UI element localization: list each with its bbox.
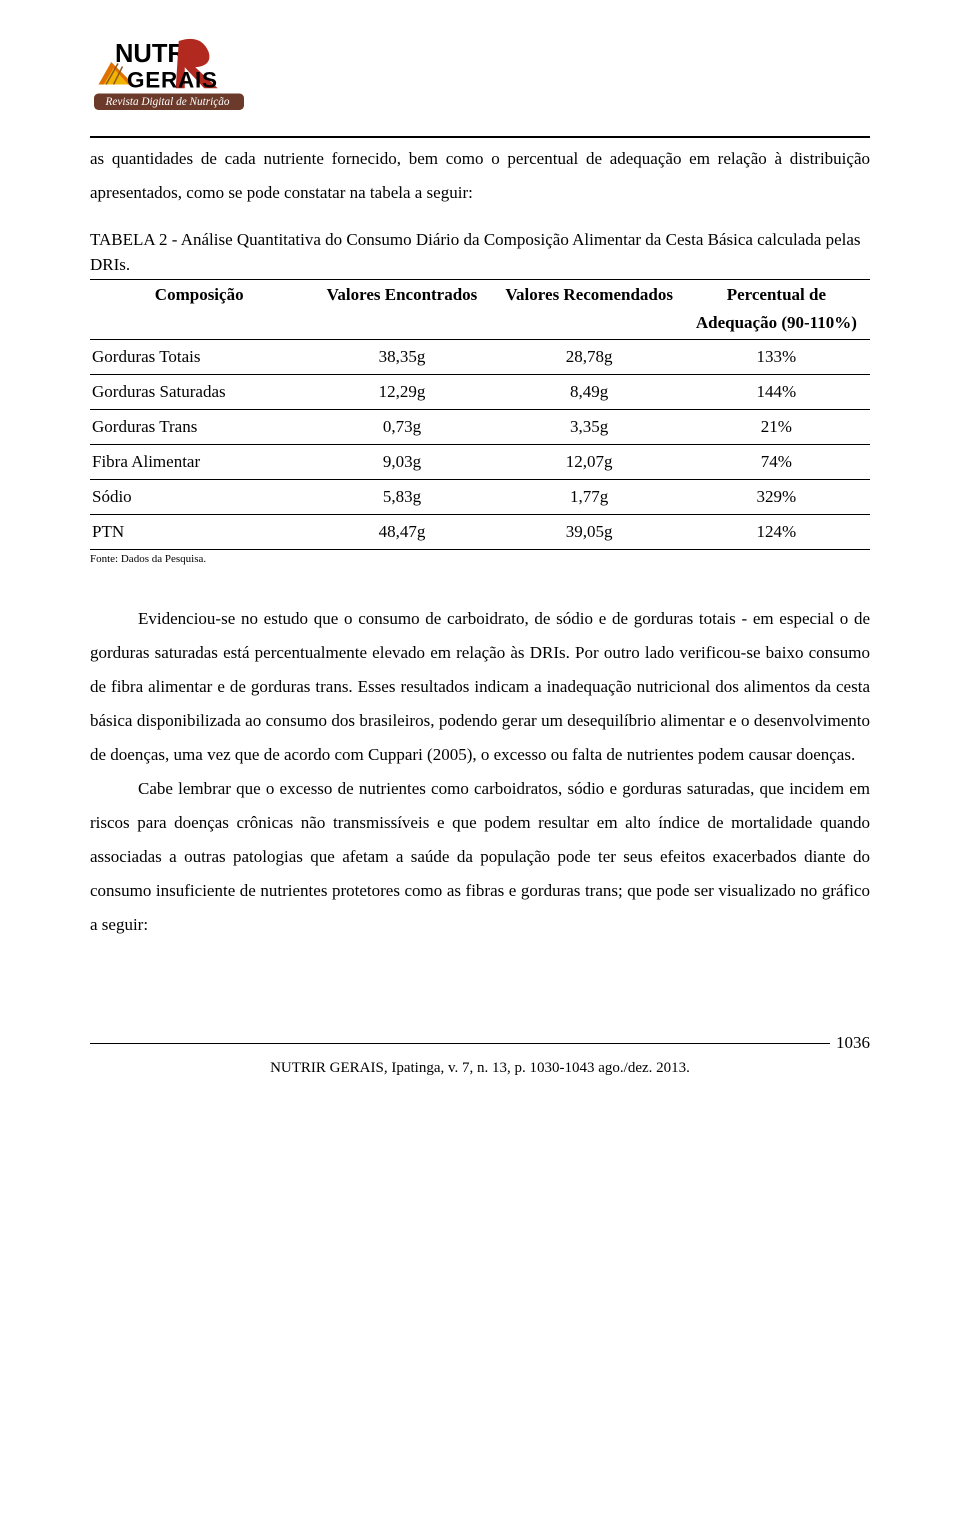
cell-label: Gorduras Totais	[90, 339, 308, 374]
cell-label: Fibra Alimentar	[90, 444, 308, 479]
table-row: Gorduras Saturadas 12,29g 8,49g 144%	[90, 374, 870, 409]
table-row: PTN 48,47g 39,05g 124%	[90, 515, 870, 550]
cell-found: 9,03g	[308, 444, 495, 479]
table-row: Gorduras Totais 38,35g 28,78g 133%	[90, 339, 870, 374]
table-row: Fibra Alimentar 9,03g 12,07g 74%	[90, 444, 870, 479]
table-source: Fonte: Dados da Pesquisa.	[90, 552, 870, 566]
cell-label: PTN	[90, 515, 308, 550]
divider-top	[90, 136, 870, 138]
cell-rec: 1,77g	[496, 479, 683, 514]
cell-pct: 133%	[683, 339, 870, 374]
svg-text:GERAIS: GERAIS	[127, 68, 218, 93]
cell-rec: 28,78g	[496, 339, 683, 374]
body-paragraph-2: Cabe lembrar que o excesso de nutrientes…	[90, 772, 870, 942]
cell-pct: 21%	[683, 409, 870, 444]
cell-label: Gorduras Saturadas	[90, 374, 308, 409]
cell-found: 12,29g	[308, 374, 495, 409]
table-header-row: Composição Valores Encontrados Valores R…	[90, 280, 870, 339]
cell-pct: 74%	[683, 444, 870, 479]
table-row: Sódio 5,83g 1,77g 329%	[90, 479, 870, 514]
cell-rec: 39,05g	[496, 515, 683, 550]
body-paragraph-1: Evidenciou-se no estudo que o consumo de…	[90, 602, 870, 772]
intro-paragraph: as quantidades de cada nutriente forneci…	[90, 142, 870, 210]
cell-found: 5,83g	[308, 479, 495, 514]
logo: NUTRI GERAIS Revista Digital de Nutrição	[90, 32, 870, 128]
cell-found: 48,47g	[308, 515, 495, 550]
cell-label: Sódio	[90, 479, 308, 514]
col-composition: Composição	[90, 280, 308, 339]
page-number: 1036	[836, 1032, 870, 1054]
cell-found: 38,35g	[308, 339, 495, 374]
footer-rule: 1036	[90, 1032, 870, 1054]
col-percent: Percentual de Adequação (90-110%)	[683, 280, 870, 339]
nutrition-table: Composição Valores Encontrados Valores R…	[90, 279, 870, 550]
footer-divider	[90, 1043, 830, 1044]
cell-rec: 3,35g	[496, 409, 683, 444]
table-row: Gorduras Trans 0,73g 3,35g 21%	[90, 409, 870, 444]
svg-text:Revista Digital de Nutrição: Revista Digital de Nutrição	[104, 96, 229, 108]
table-body: Gorduras Totais 38,35g 28,78g 133% Gordu…	[90, 339, 870, 550]
col-found: Valores Encontrados	[308, 280, 495, 339]
cell-found: 0,73g	[308, 409, 495, 444]
logo-svg: NUTRI GERAIS Revista Digital de Nutrição	[90, 32, 260, 122]
cell-label: Gorduras Trans	[90, 409, 308, 444]
cell-pct: 329%	[683, 479, 870, 514]
cell-pct: 144%	[683, 374, 870, 409]
cell-pct: 124%	[683, 515, 870, 550]
cell-rec: 12,07g	[496, 444, 683, 479]
footer-citation: NUTRIR GERAIS, Ipatinga, v. 7, n. 13, p.…	[90, 1059, 870, 1079]
table-caption: TABELA 2 - Análise Quantitativa do Consu…	[90, 228, 870, 277]
col-recommended: Valores Recomendados	[496, 280, 683, 339]
cell-rec: 8,49g	[496, 374, 683, 409]
